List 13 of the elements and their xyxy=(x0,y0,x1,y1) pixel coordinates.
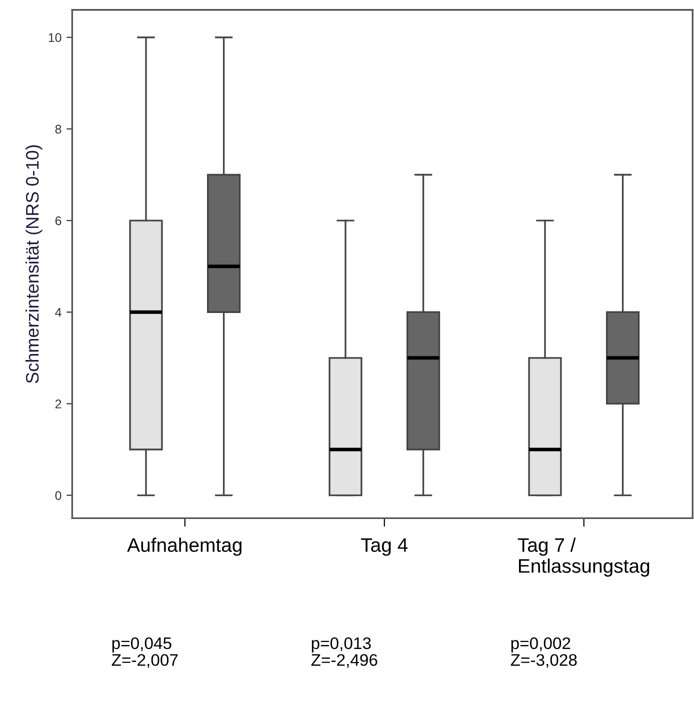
y-tick-label: 4 xyxy=(55,308,62,317)
y-axis-title: Schmerzintensität (NRS 0-10) xyxy=(25,145,42,384)
text: p=0,045 Z=-2,007 xyxy=(112,637,178,668)
y-tick-label: 6 xyxy=(55,216,62,226)
text: p=0,002 Z=-3,028 xyxy=(510,637,577,668)
y-tick-label: 10 xyxy=(48,33,62,42)
y-tick-label: 0 xyxy=(55,491,62,500)
x-tick-label: Tag 7 / Entlassungstag xyxy=(518,538,650,577)
text: p=0,013 Z=-2,496 xyxy=(311,637,378,668)
x-tick-label: Tag 4 xyxy=(361,538,408,556)
y-tick-label: 8 xyxy=(55,124,62,134)
y-tick-label: 2 xyxy=(55,400,62,408)
x-tick-label: Aufnahemtag xyxy=(127,538,242,556)
